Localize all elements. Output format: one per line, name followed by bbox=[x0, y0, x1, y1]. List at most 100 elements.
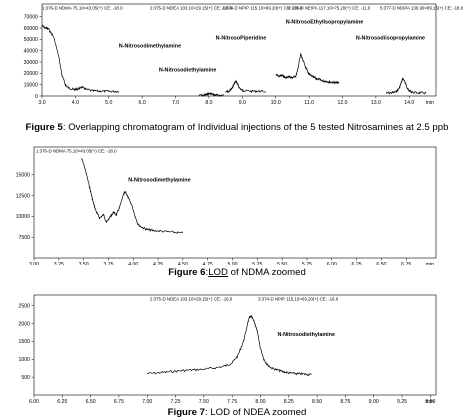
fig6-svg: 7500 10000 12500 15000 3.00 3.25 3.50 3.75 4.00 4… bbox=[16, 146, 437, 268]
series-line bbox=[198, 91, 225, 98]
x-tick-label: 5.00 bbox=[227, 262, 237, 265]
x-tick-label: 4.75 bbox=[203, 262, 213, 265]
figure-5-label: Figure 5 bbox=[25, 122, 63, 133]
x-tick-label: 9.50 bbox=[425, 399, 435, 405]
y-tick-label: 60000 bbox=[24, 26, 39, 32]
x-tick-label: 7.0 bbox=[172, 100, 179, 106]
x-tick-label: 6.75 bbox=[401, 262, 411, 265]
x-tick-label: 5.50 bbox=[277, 262, 287, 265]
fig7-svg: 500 1000 1500 2000 2500 6.00 6.25 6.50 6.75 7.00 7… bbox=[18, 294, 437, 405]
x-tick-label: 8.00 bbox=[255, 399, 265, 405]
x-tick-label: 4.25 bbox=[153, 262, 163, 265]
x-tick-label: 4.50 bbox=[178, 262, 188, 265]
x-tick-label: 7.50 bbox=[199, 399, 209, 405]
figure-7-chromatogram: 500 1000 1500 2000 2500 6.00 6.25 6.50 6.75 7.00 7… bbox=[0, 290, 474, 408]
plot-frame bbox=[41, 3, 437, 97]
x-tick-label: 7.00 bbox=[142, 399, 152, 405]
trace-header: 3:374-D NPIP 115.10>69.20(+) CE: -16.0 bbox=[222, 6, 303, 11]
x-tick-label: 6.0 bbox=[139, 100, 146, 106]
series-line bbox=[81, 158, 184, 234]
x-tick-label: 3.75 bbox=[103, 262, 113, 265]
y-tick-label: 30000 bbox=[24, 60, 39, 66]
x-tick-label: 14.0 bbox=[404, 100, 414, 106]
y-tick-label: 10000 bbox=[16, 214, 31, 220]
x-tick-label: 10.0 bbox=[271, 100, 281, 106]
x-tick-label: 4.0 bbox=[72, 100, 79, 106]
x-unit-label: min bbox=[426, 262, 434, 265]
x-tick-label: 7.25 bbox=[170, 399, 180, 405]
plot-frame bbox=[33, 146, 437, 259]
plot-frame bbox=[33, 294, 437, 396]
figure-6-caption-text: of NDMA zoomed bbox=[227, 267, 306, 278]
y-tick-label: 2000 bbox=[18, 321, 30, 327]
figure-5-caption-text: : Overlapping chromatogram of Individual… bbox=[62, 122, 449, 133]
x-tick-label: 13.0 bbox=[371, 100, 381, 106]
y-tick-label: 15000 bbox=[16, 173, 31, 179]
x-tick-label: 8.75 bbox=[340, 399, 350, 405]
trace-header: 2:375-D NDEA 103.10>29.15(+) CE: -16.0 bbox=[150, 297, 233, 302]
peak-label: N-Nitrosodiethylamine bbox=[277, 332, 335, 338]
series-line bbox=[385, 77, 427, 95]
y-tick-label: 70000 bbox=[24, 14, 39, 20]
x-tick-label: 5.0 bbox=[105, 100, 112, 106]
x-tick-label: 4.00 bbox=[128, 262, 138, 265]
y-tick-label: 12500 bbox=[16, 193, 31, 199]
peak-label: N-NitrosoPiperidine bbox=[216, 35, 267, 41]
fig5-svg: 0 10000 20000 30000 40000 50000 60000 70000 3.0 4… bbox=[24, 3, 464, 106]
x-tick-label: 3.0 bbox=[38, 100, 45, 106]
x-tick-label: 5.75 bbox=[302, 262, 312, 265]
x-unit-label: min bbox=[426, 399, 434, 405]
x-tick-label: 3.25 bbox=[54, 262, 64, 265]
x-tick-label: 6.25 bbox=[57, 399, 67, 405]
peak-label: N-Nitrosodiisopropylamine bbox=[356, 35, 425, 41]
x-tick-label: 5.25 bbox=[252, 262, 262, 265]
figure-6-lod-link[interactable]: LOD bbox=[208, 267, 228, 278]
x-tick-label: 9.0 bbox=[239, 100, 246, 106]
y-tick-label: 20000 bbox=[24, 71, 39, 77]
x-tick-label: 6.50 bbox=[86, 399, 96, 405]
x-unit-label: min bbox=[426, 100, 434, 106]
y-tick-label: 500 bbox=[21, 375, 30, 381]
x-tick-label: 8.0 bbox=[205, 100, 212, 106]
x-tick-label: 12.0 bbox=[337, 100, 347, 106]
trace-header: 1:376-D NDMA 75.10>43.05(+) CE: -18.0 bbox=[36, 149, 117, 154]
series-line bbox=[275, 52, 340, 85]
x-tick-label: 6.00 bbox=[29, 399, 39, 405]
peak-label: N-Nitrosodimethylamine bbox=[128, 177, 190, 183]
x-tick-label: 6.75 bbox=[114, 399, 124, 405]
figure-5-chromatogram: 0 10000 20000 30000 40000 50000 60000 70000 3.0 4… bbox=[0, 0, 474, 122]
series-line bbox=[41, 24, 120, 94]
figure-6-caption: Figure 6:LOD of NDMA zoomed bbox=[168, 267, 306, 278]
trace-header: 1:376-D NDMA 75.10>43.05(+) CE: -18.0 bbox=[42, 6, 123, 11]
y-tick-label: 50000 bbox=[24, 37, 39, 43]
figure-7-label: Figure 7 bbox=[167, 407, 205, 418]
y-tick-label: 7500 bbox=[18, 235, 30, 241]
trace-header: 2:375-D NDEA 103.10>29.15(+) CE: -16.0 bbox=[150, 6, 233, 11]
x-tick-label: 11.0 bbox=[304, 100, 314, 106]
y-tick-label: 0 bbox=[35, 94, 38, 100]
x-tick-label: 7.75 bbox=[227, 399, 237, 405]
peak-label: N-Nitrosodimethylamine bbox=[119, 43, 181, 49]
x-tick-label: 6.25 bbox=[352, 262, 362, 265]
series-line bbox=[225, 79, 266, 94]
x-tick-label: 9.25 bbox=[397, 399, 407, 405]
x-tick-label: 3.50 bbox=[79, 262, 89, 265]
y-tick-label: 2500 bbox=[18, 303, 30, 309]
x-tick-label: 8.50 bbox=[312, 399, 322, 405]
peak-label: N-Nitrosodiethylamine bbox=[159, 68, 217, 74]
x-tick-label: 3.00 bbox=[29, 262, 39, 265]
trace-header: 3:374-D NPIP 115.10>69.20(+) CE: -16.0 bbox=[258, 297, 339, 302]
y-tick-label: 1500 bbox=[18, 339, 30, 345]
figure-6-label: Figure 6 bbox=[168, 267, 206, 278]
x-tick-label: 9.00 bbox=[369, 399, 379, 405]
y-tick-label: 10000 bbox=[24, 82, 39, 88]
x-tick-label: 6.50 bbox=[376, 262, 386, 265]
y-tick-label: 1000 bbox=[18, 357, 30, 363]
trace-header: 5:377-D NDIPA 130.90>89.15(+) CE: -18.0 bbox=[380, 6, 464, 11]
figure-6-chromatogram: 7500 10000 12500 15000 3.00 3.25 3.50 3.75 4.00 4… bbox=[0, 143, 474, 268]
x-tick-label: 6.00 bbox=[327, 262, 337, 265]
y-tick-label: 40000 bbox=[24, 48, 39, 54]
peak-label: N-NitrosoEthylIsopropylamine bbox=[286, 19, 364, 25]
figure-7-caption: Figure 7: LOD of NDEA zoomed bbox=[0, 407, 474, 418]
trace-header: 4:378-D NEIPA 117.10>75.20(+) CE: -11.0 bbox=[288, 6, 371, 11]
